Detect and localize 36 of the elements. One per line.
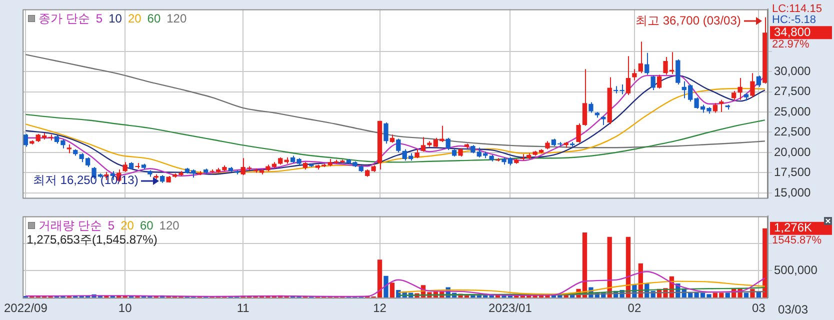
y-tick-label: 25,000 [774,104,812,118]
text: 1,276K [774,220,812,235]
text: 10 [108,12,122,26]
y-tick-label: 30,000 [774,64,812,78]
text: 120 [159,218,180,233]
text: 20 [128,12,142,26]
y-tick-label: 17,500 [774,165,812,180]
text: 1545.87% [772,234,822,246]
text: 5 [108,218,115,233]
legend-title: 종가 단순 [38,12,90,26]
text: 34,800 [774,24,812,39]
y-tick-label: 20,000 [774,144,812,159]
text: LC:114.15 [772,3,822,16]
text: HC:-5.18 [772,14,816,26]
text: 60 [140,218,154,233]
text: 60 [147,12,161,26]
text: 03/03 [778,302,808,316]
annotation: 1,275,653주(1,545.87%) [26,232,158,247]
annotation: 최고 36,700 (03/03) [635,14,741,28]
text: 5 [96,12,103,26]
x-tick-label: 12 [373,301,387,316]
text: 22.97% [772,38,810,51]
annotation: 최저 16,250 (10/13) [32,173,138,188]
legend-title: 거래량 단순 [38,218,102,233]
text: 20 [120,218,134,233]
x-tick-label: 2023/01 [488,301,532,316]
y-tick-label: 22,500 [774,124,812,139]
x-tick-label: 10 [118,301,132,316]
y-tick-label: 27,500 [774,84,812,98]
x-tick-label: 02 [628,301,642,316]
x-tick-label: 03 [752,301,766,316]
y-tick-label: 500,000 [774,262,818,277]
x-tick-label: 11 [236,301,250,316]
text: 120 [166,12,187,26]
x-tick-label: 2022/09 [4,301,48,316]
y-tick-label: 15,000 [774,185,812,200]
